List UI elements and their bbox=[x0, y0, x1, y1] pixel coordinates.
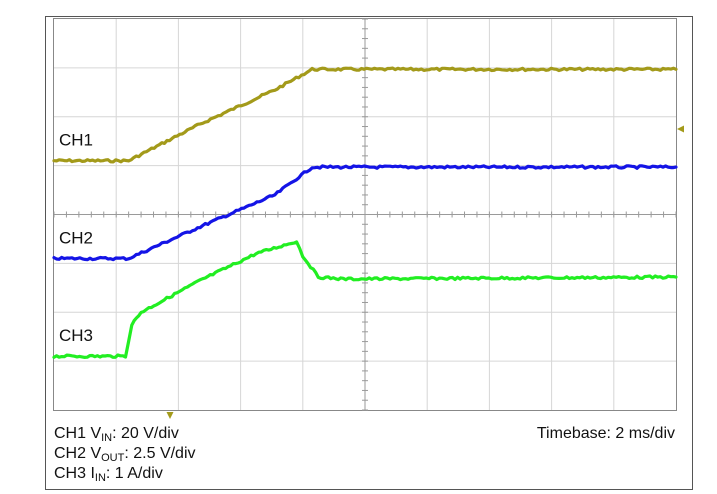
ch3-caption-prefix: CH3 I bbox=[54, 465, 95, 482]
ch1-caption-subscript: IN bbox=[101, 432, 113, 444]
ch1-scale-caption: CH1 VIN: 20 V/div bbox=[54, 424, 179, 444]
trigger-position-marker bbox=[166, 412, 174, 419]
ch2-scale-caption: CH2 VOUT: 2.5 V/div bbox=[54, 444, 196, 464]
ch1-caption-scale: : 20 V/div bbox=[112, 425, 179, 442]
trace-label-ch2: CH2 bbox=[59, 229, 93, 248]
channel-labels: CH1 CH2 CH3 bbox=[59, 131, 93, 346]
trace-ch2 bbox=[52, 164, 678, 262]
ch2-caption-prefix: CH2 V bbox=[54, 445, 102, 462]
ch3-caption-subscript: IN bbox=[94, 472, 106, 484]
trace-ch1 bbox=[52, 66, 678, 164]
ch2-caption-subscript: OUT bbox=[101, 452, 125, 464]
trace-label-ch1: CH1 bbox=[59, 131, 93, 150]
ch1-caption-prefix: CH1 V bbox=[54, 425, 102, 442]
trace-ch3 bbox=[52, 240, 678, 359]
ch2-caption-scale: : 2.5 V/div bbox=[124, 445, 196, 462]
ch3-caption-scale: : 1 A/div bbox=[105, 465, 163, 482]
figure-border bbox=[45, 16, 693, 490]
trace-label-ch3: CH3 bbox=[59, 326, 93, 345]
ch3-scale-caption: CH3 IIN: 1 A/div bbox=[54, 464, 163, 484]
timebase-caption: Timebase: 2 ms/div bbox=[536, 425, 675, 442]
trigger-level-marker bbox=[677, 125, 684, 133]
waveform-traces bbox=[52, 66, 678, 359]
